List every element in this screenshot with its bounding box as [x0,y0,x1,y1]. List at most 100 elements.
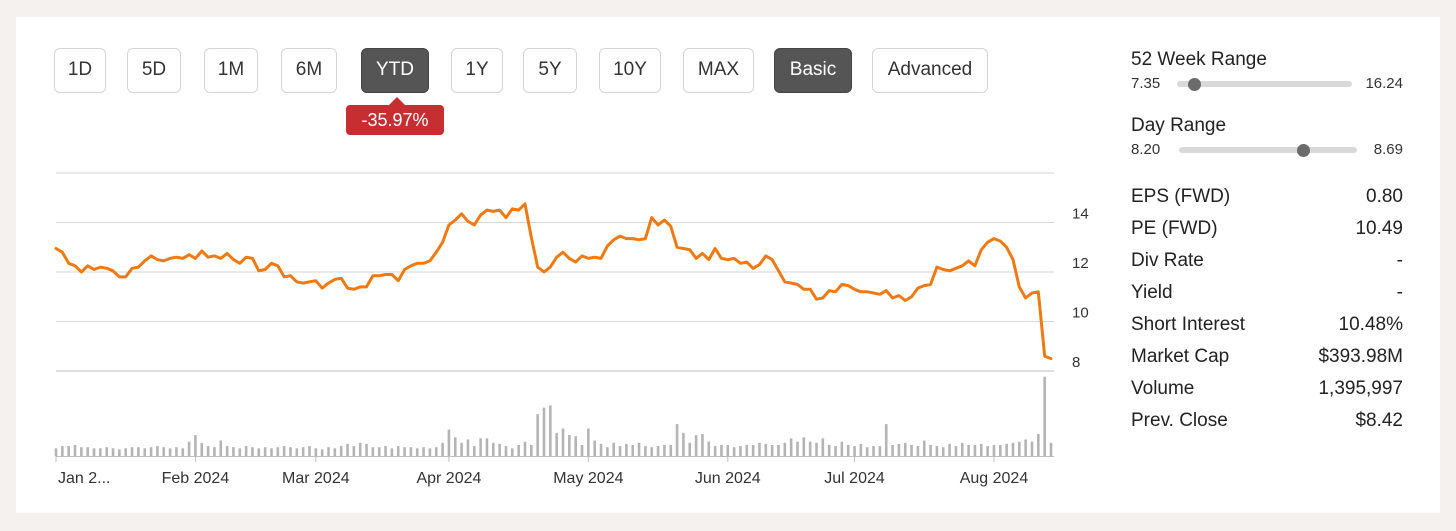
mode-advanced-button[interactable]: Advanced [872,48,988,93]
stat-label: Prev. Close [1131,410,1228,431]
range-10y-button[interactable]: 10Y [599,48,661,93]
day-range-thumb [1297,144,1311,157]
volume-bar [1024,439,1027,456]
volume-bar [124,448,128,456]
stat-label: EPS (FWD) [1131,186,1231,207]
volume-bar [834,446,837,456]
volume-bar [574,436,577,456]
x-tick-label: Jul 2024 [824,470,885,487]
volume-bar [1005,443,1008,456]
volume-bar [415,448,419,456]
volume-bar [739,446,742,456]
volume-bar [998,445,1002,456]
volume-bar [796,441,799,456]
volume-bar [137,447,140,456]
volume-bar [612,442,616,456]
range-1m-button[interactable]: 1M [204,48,258,93]
volume-bar [130,447,134,456]
volume-bar [365,443,368,456]
week52-range: 52 Week Range 7.35 16.24 [1131,49,1403,115]
volume-bar [707,441,711,456]
volume-bar [225,446,229,456]
volume-bar [935,446,939,456]
volume-bar [403,447,406,456]
volume-bar [270,448,273,456]
x-tick-label: Jan 2... [58,470,110,487]
quote-chart-card: 1D 5D 1M 6M YTD 1Y 5Y 10Y MAX Basic Advanced -35.9… [16,17,1440,513]
stat-label: PE (FWD) [1131,218,1218,239]
volume-bar [846,445,850,456]
range-ytd-button[interactable]: YTD [361,48,429,93]
volume-bar [802,437,806,456]
ytd-change-badge: -35.97% [346,97,444,135]
volume-bar [67,446,70,456]
volume-bar [517,445,520,456]
volume-bar [479,438,482,456]
volume-bar [396,446,400,456]
stat-value: - [1396,250,1403,271]
volume-bar [948,443,951,456]
volume-bar [536,414,539,456]
volume-bar [257,448,261,456]
volume-bar [561,428,565,456]
volume-bar [460,442,463,456]
volume-bar [352,446,356,456]
stat-label: Div Rate [1131,250,1204,271]
volume-bar [308,446,311,456]
volume-bar [1043,376,1046,456]
volume-bar [656,446,660,456]
volume-bar [986,446,989,456]
volume-bar [694,435,698,456]
volume-bar [200,442,204,456]
x-tick-label: Aug 2024 [960,470,1029,487]
volume-bar [751,445,755,456]
range-max-button[interactable]: MAX [683,48,754,93]
volume-bar [675,424,679,456]
range-6m-button[interactable]: 6M [281,48,337,93]
range-1y-button[interactable]: 1Y [451,48,503,93]
volume-bar [910,445,913,456]
volume-bar [1011,442,1015,456]
stat-value: 10.49 [1355,218,1403,239]
volume-bar [466,439,470,456]
volume-bar [979,443,983,456]
volume-bar [967,445,970,456]
volume-bar [764,443,768,456]
volume-bar [808,441,812,456]
volume-bar [498,443,501,456]
volume-bar [872,446,875,456]
day-range-track [1179,147,1357,153]
volume-bar [973,445,977,456]
day-range-high: 8.69 [1373,141,1403,158]
volume-bar [99,448,102,456]
volume-bar [726,445,730,456]
volume-bar [149,447,153,456]
volume-bar [903,442,907,456]
x-tick-label: Feb 2024 [162,470,230,487]
volume-bar [840,441,844,456]
week52-range-low: 7.35 [1131,75,1161,92]
mode-basic-button[interactable]: Basic [774,48,852,93]
volume-bar [156,446,159,456]
x-tick-label: Mar 2024 [282,470,350,487]
y-tick-label: 14 [1072,206,1089,223]
volume-bar [542,407,546,456]
volume-bar [555,432,558,456]
volume-bar [745,445,749,456]
volume-bar [54,448,58,456]
volume-bar [333,448,337,456]
volume-bar [447,429,451,456]
volume-bar [941,447,945,456]
stat-value: 1,395,997 [1318,378,1403,399]
range-5y-button[interactable]: 5Y [523,48,577,93]
volume-bar [206,446,210,456]
volume-bar [644,446,647,456]
volume-bar [663,445,666,456]
stat-value: $8.42 [1355,410,1403,431]
volume-bar [168,448,172,456]
range-5d-button[interactable]: 5D [127,48,181,93]
stat-label: Yield [1131,282,1173,303]
volume-bar [922,440,926,456]
price-chart[interactable]: 8 10 12 14 Jan 2... Feb 2024 Mar 2024 Apr 2024 M… [16,17,1116,513]
range-1d-button[interactable]: 1D [54,48,106,93]
